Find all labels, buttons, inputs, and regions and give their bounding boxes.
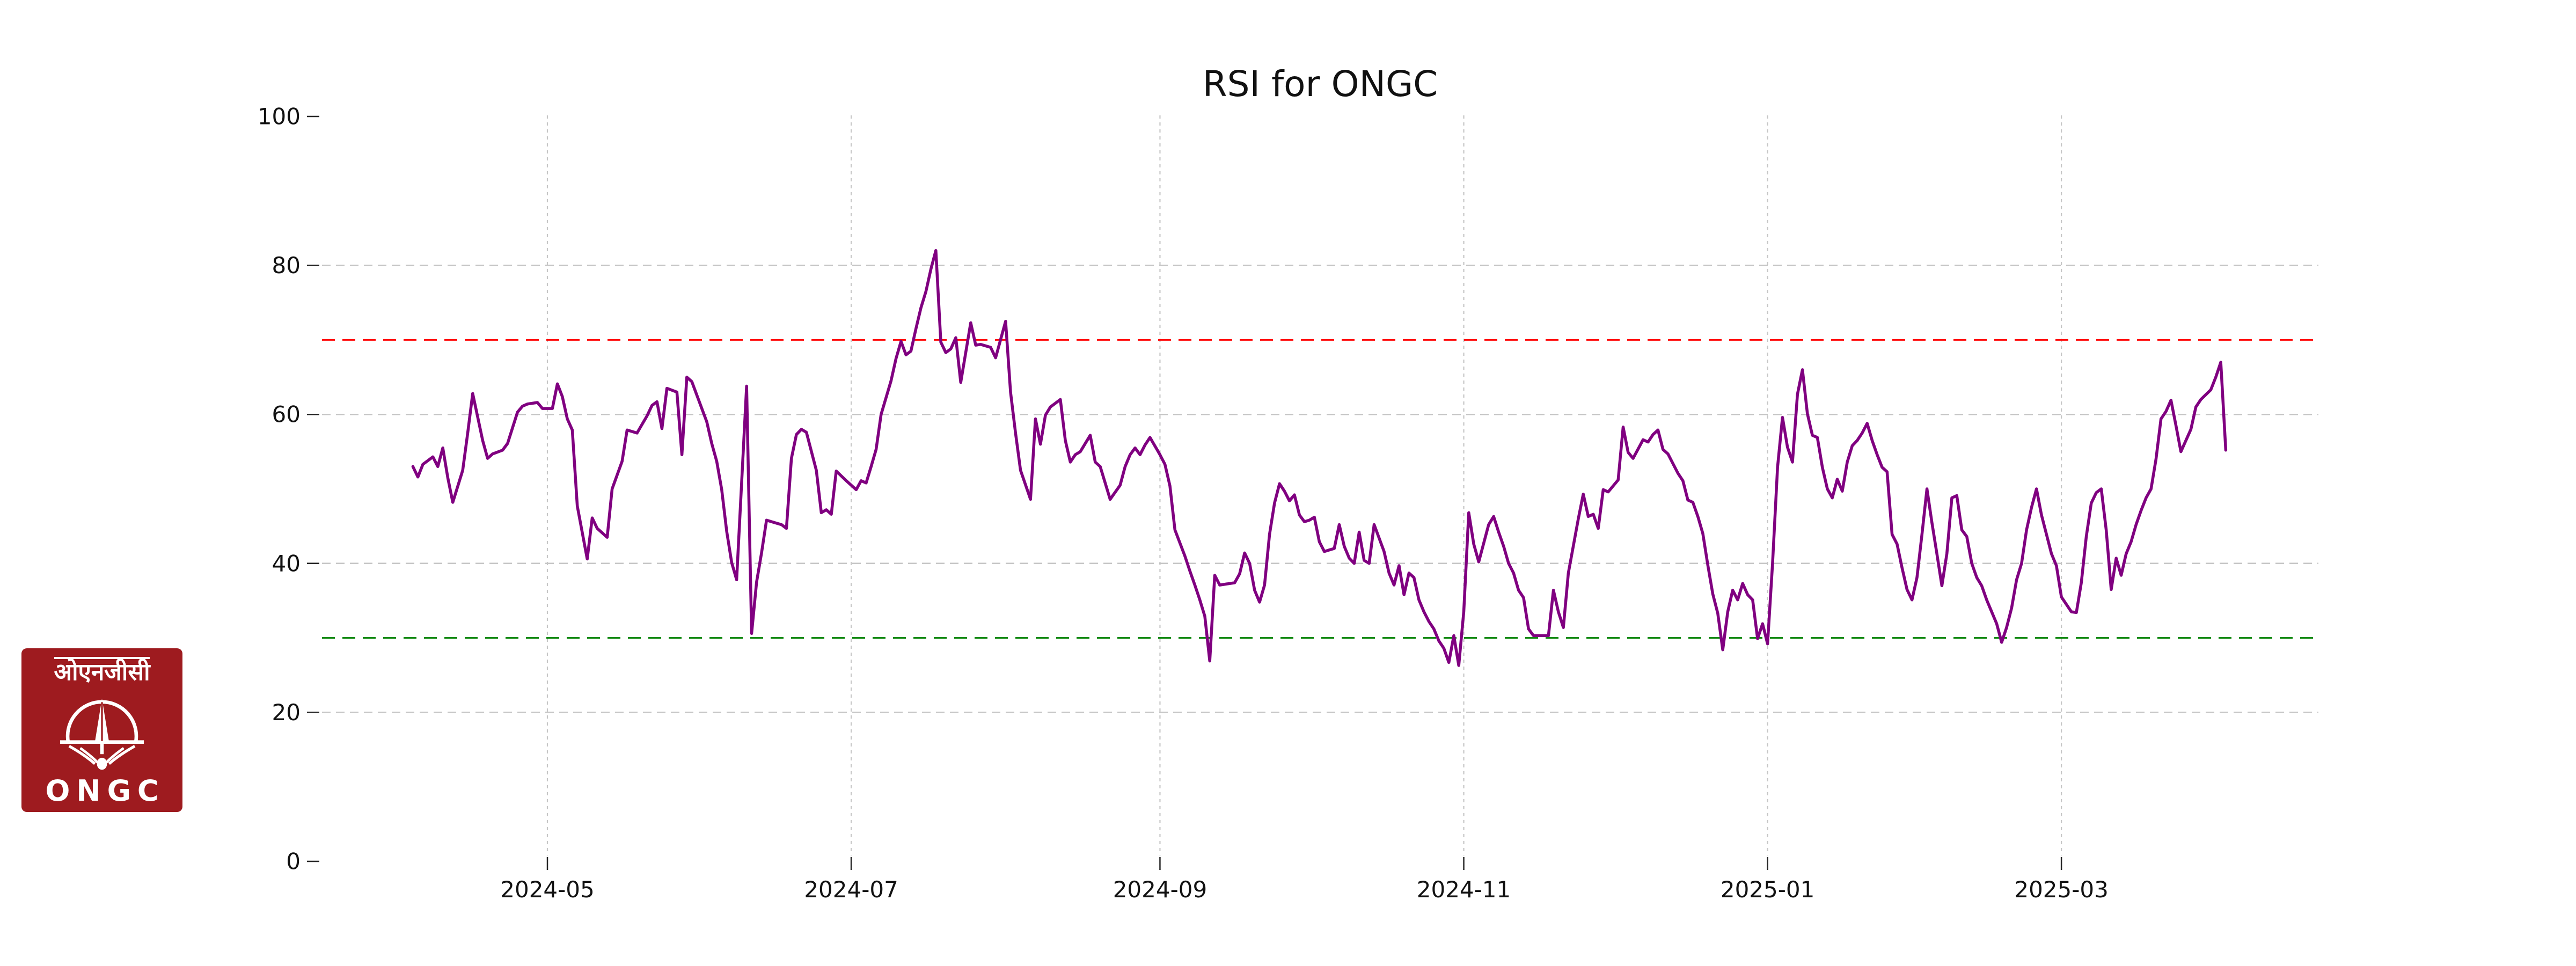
horizontal-gridlines	[322, 265, 2318, 713]
ongc-logo-latin-text: ONGC	[45, 774, 165, 808]
x-tick-label-2024-05: 2024-05	[500, 876, 595, 903]
x-tick-label-2025-03: 2025-03	[2014, 876, 2109, 903]
x-tick-label-2024-07: 2024-07	[804, 876, 898, 903]
rsi-line	[411, 249, 2228, 667]
y-tick-label-20: 20	[272, 699, 301, 726]
x-axis-ticks-and-labels: 2024-05 2024-07 2024-09 2024-11 2025-01 2025-…	[500, 857, 2109, 903]
ongc-logo: ओएनजीसी ONGC	[21, 648, 182, 812]
oil-derrick-emblem-icon	[60, 698, 144, 770]
y-tick-label-100: 100	[258, 104, 301, 130]
y-tick-label-0: 0	[286, 848, 301, 875]
rsi-line-series	[411, 249, 2228, 667]
y-axis-ticks-and-labels: 0 20 40 60 80 100	[258, 104, 319, 875]
x-tick-label-2024-09: 2024-09	[1113, 876, 1208, 903]
x-tick-label-2025-01: 2025-01	[1721, 876, 1815, 903]
y-tick-label-80: 80	[272, 252, 301, 279]
y-tick-label-60: 60	[272, 401, 301, 428]
y-tick-label-40: 40	[272, 550, 301, 576]
x-tick-label-2024-11: 2024-11	[1417, 876, 1511, 903]
ongc-logo-hindi-text: ओएनजीसी	[54, 657, 150, 685]
chart-title: RSI for ONGC	[1202, 63, 1438, 105]
